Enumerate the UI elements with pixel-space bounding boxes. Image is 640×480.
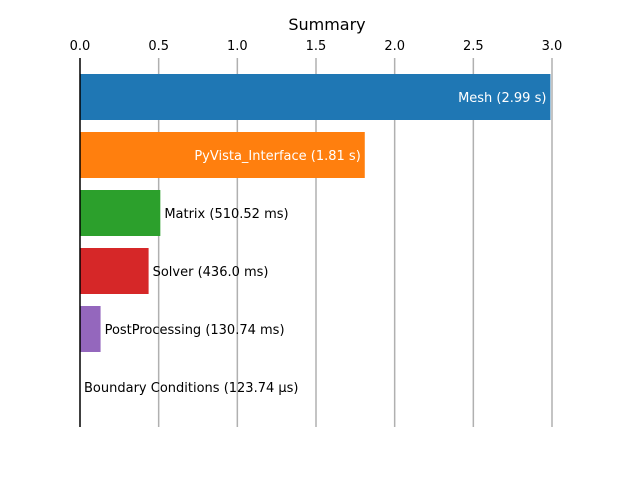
bar-label: Boundary Conditions (123.74 µs): [84, 381, 299, 396]
bar-label: PostProcessing (130.74 ms): [105, 323, 285, 338]
bar-label: PyVista_Interface (1.81 s): [194, 149, 360, 164]
x-tick-label: 2.0: [384, 39, 405, 54]
chart-title: Summary: [288, 15, 365, 34]
bar-label: Matrix (510.52 ms): [164, 207, 288, 222]
x-tick-label: 1.0: [227, 39, 248, 54]
bar-pyvista-interface: [80, 132, 365, 178]
x-tick-label: 0.0: [70, 39, 91, 54]
bar-solver: [80, 248, 149, 294]
bar-label: Solver (436.0 ms): [153, 265, 269, 280]
bars: [80, 74, 551, 410]
bar-labels: Mesh (2.99 s) PyVista_Interface (1.81 s) M…: [84, 91, 546, 396]
x-tick-label: 1.5: [306, 39, 327, 54]
x-tick-label: 3.0: [542, 39, 563, 54]
bar-mesh: [80, 74, 551, 120]
bar-matrix: [80, 190, 161, 236]
bar-postprocessing: [80, 306, 101, 352]
x-tick-label: 2.5: [463, 39, 484, 54]
x-tick-label: 0.5: [148, 39, 169, 54]
bar-label: Mesh (2.99 s): [458, 91, 546, 106]
x-axis-ticks: 0.0 0.5 1.0 1.5 2.0 2.5 3.0: [70, 39, 563, 54]
